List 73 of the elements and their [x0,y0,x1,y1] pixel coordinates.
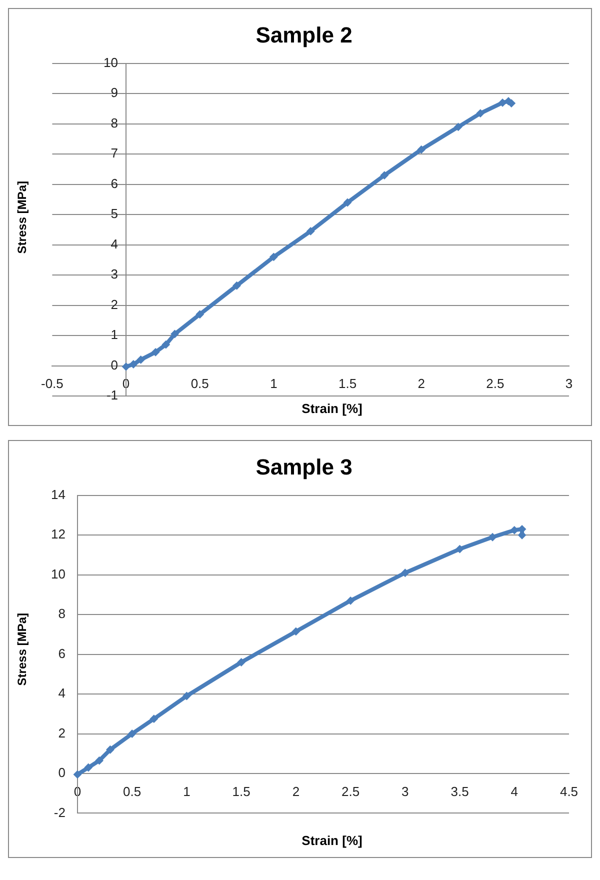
point [292,627,300,636]
point [270,252,278,261]
y-tick-label: -1 [106,388,118,403]
x-tick-label: 4.5 [560,784,578,799]
point [196,310,204,318]
y-tick-label: 12 [50,526,66,542]
y-axis-title: Stress [MPa] [15,180,29,254]
y-tick-label: 4 [58,686,66,701]
x-tick-label: 3.5 [450,784,469,799]
point [498,98,507,107]
point [454,122,462,131]
point [95,756,104,765]
point [346,596,355,605]
y-tick-label: 0 [58,765,66,780]
point [510,526,518,534]
x-axis-title: Strain [%] [300,833,364,848]
point [344,198,352,206]
x-tick-label: 1 [183,784,190,799]
y-tick-label: 2 [58,725,66,740]
x-tick-label: 1.5 [338,376,357,392]
y-tick-label: 10 [50,566,66,582]
x-tick-label: 0.5 [123,784,142,799]
y-tick-label: 8 [58,606,66,622]
y-axis-title: Stress [MPa] [15,612,29,686]
x-tick-label: 3 [402,784,409,799]
point [456,545,464,554]
x-tick-label: 1.5 [232,784,250,799]
x-tick-label: 1 [270,376,278,392]
point [150,714,158,723]
y-tick-label: 0 [110,357,118,372]
point [401,568,410,577]
y-tick-label: -2 [54,804,66,820]
y-tick-label: 10 [104,54,118,70]
y-tick-label: 4 [110,236,118,252]
point [162,340,170,349]
chart-title: Sample 2 [256,22,352,48]
x-tick-label: -0.5 [40,376,64,392]
y-tick-label: 8 [110,115,118,130]
point [84,764,92,772]
x-tick-label: 0.5 [190,376,209,392]
x-tick-label: 2 [418,376,425,392]
point [136,356,145,364]
point [417,146,426,154]
y-tick-label: 9 [110,85,118,100]
point [380,171,388,180]
chart-title: Sample 3 [256,454,352,480]
y-tick-label: 14 [50,486,66,502]
x-axis-title: Strain [%] [300,401,364,416]
x-tick-label: 2.5 [486,376,504,392]
point [476,109,484,118]
point [128,730,136,738]
y-tick-label: 1 [110,327,118,342]
y-tick-label: 6 [110,176,118,191]
point [232,282,241,290]
point [488,533,497,542]
point [122,362,130,371]
y-tick-label: 7 [110,146,118,161]
x-tick-label: 3 [565,376,573,392]
y-tick-label: 6 [58,646,66,661]
y-tick-label: 2 [110,296,118,312]
x-tick-label: 2.5 [342,784,360,799]
point [106,746,114,754]
point [182,692,191,700]
point [306,227,315,236]
point [73,770,82,778]
y-tick-label: 5 [110,206,118,222]
y-tick-label: 3 [110,266,118,282]
x-tick-label: 4 [510,784,518,799]
point [170,330,179,338]
point [237,658,246,666]
point [152,348,160,356]
x-tick-label: 2 [292,784,300,799]
point [129,360,138,368]
